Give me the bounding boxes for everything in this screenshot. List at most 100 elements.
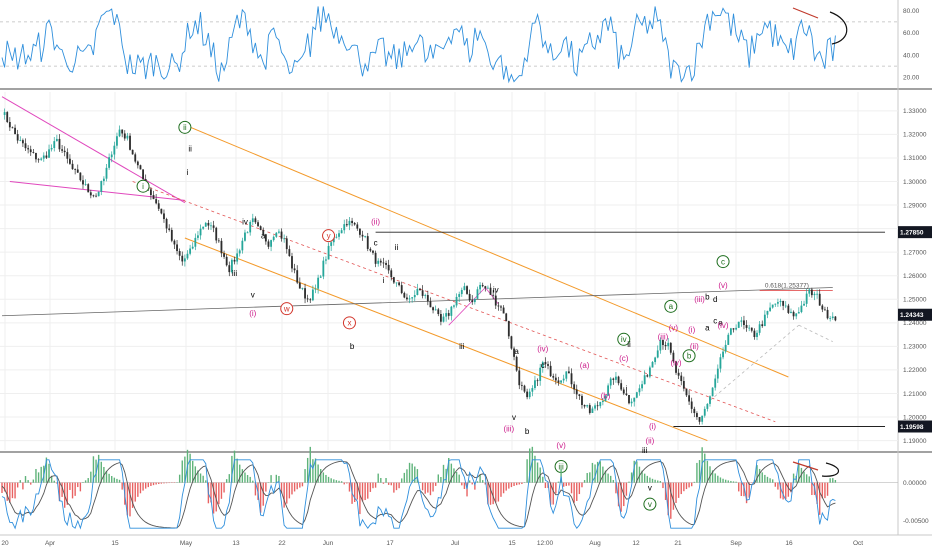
candle-body[interactable] <box>505 313 508 321</box>
candle-body[interactable] <box>575 389 578 395</box>
candle-body[interactable] <box>79 172 82 181</box>
candle-body[interactable] <box>489 287 492 295</box>
candle-body[interactable] <box>816 293 819 295</box>
candle-body[interactable] <box>421 290 424 296</box>
candle-body[interactable] <box>76 169 79 173</box>
candle-body[interactable] <box>340 230 343 234</box>
candle-body[interactable] <box>327 245 330 260</box>
candle-body[interactable] <box>157 203 160 209</box>
candle-body[interactable] <box>552 376 555 378</box>
candle-body[interactable] <box>706 403 709 409</box>
candle-body[interactable] <box>71 163 74 170</box>
candle-body[interactable] <box>236 253 239 262</box>
candle-body[interactable] <box>178 251 181 256</box>
candle-body[interactable] <box>612 378 615 380</box>
candle-body[interactable] <box>453 305 455 307</box>
candle-body[interactable] <box>149 189 152 196</box>
candle-body[interactable] <box>763 314 766 327</box>
projection-line[interactable] <box>798 324 833 343</box>
candle-body[interactable] <box>160 208 163 214</box>
candle-body[interactable] <box>267 241 270 247</box>
candle-body[interactable] <box>824 309 826 311</box>
candle-body[interactable] <box>518 370 521 386</box>
candle-body[interactable] <box>497 305 500 307</box>
candle-body[interactable] <box>696 413 698 418</box>
candle-body[interactable] <box>701 415 704 422</box>
candle-body[interactable] <box>61 149 64 151</box>
candle-body[interactable] <box>257 222 259 227</box>
candle-body[interactable] <box>199 228 202 236</box>
candle-body[interactable] <box>818 293 821 306</box>
candle-body[interactable] <box>800 305 803 313</box>
candle-body[interactable] <box>246 232 249 234</box>
candle-body[interactable] <box>753 330 756 338</box>
candle-body[interactable] <box>288 249 291 257</box>
candle-body[interactable] <box>722 351 724 358</box>
candle-body[interactable] <box>693 408 696 414</box>
candle-body[interactable] <box>306 298 309 300</box>
candle-body[interactable] <box>84 184 87 186</box>
candle-body[interactable] <box>536 380 539 382</box>
candle-body[interactable] <box>411 297 414 299</box>
candle-body[interactable] <box>513 348 515 357</box>
candle-body[interactable] <box>526 391 529 398</box>
candle-body[interactable] <box>194 237 197 247</box>
candle-body[interactable] <box>732 328 735 330</box>
candle-body[interactable] <box>761 324 764 327</box>
candle-body[interactable] <box>711 387 714 397</box>
candle-body[interactable] <box>372 250 374 253</box>
candle-body[interactable] <box>37 159 40 161</box>
candle-body[interactable] <box>782 300 785 306</box>
candle-body[interactable] <box>301 288 304 289</box>
candle-body[interactable] <box>808 289 811 294</box>
candle-body[interactable] <box>42 155 45 159</box>
candle-body[interactable] <box>625 393 628 395</box>
candle-body[interactable] <box>677 372 680 376</box>
candle-body[interactable] <box>181 255 184 262</box>
candle-body[interactable] <box>750 327 753 331</box>
channel-lower-line[interactable] <box>184 237 708 442</box>
candle-body[interactable] <box>601 401 604 403</box>
candle-body[interactable] <box>385 263 387 265</box>
candle-body[interactable] <box>716 368 719 379</box>
candle-body[interactable] <box>445 313 448 317</box>
trend-lines[interactable] <box>1 96 886 442</box>
candle-body[interactable] <box>547 364 549 366</box>
candle-body[interactable] <box>413 294 416 298</box>
candle-body[interactable] <box>183 258 186 262</box>
candle-body[interactable] <box>298 282 301 289</box>
candle-body[interactable] <box>779 300 782 303</box>
candle-body[interactable] <box>682 381 685 389</box>
candle-body[interactable] <box>737 321 740 328</box>
candle-body[interactable] <box>463 286 466 290</box>
projection-line[interactable] <box>709 324 800 401</box>
candle-body[interactable] <box>599 402 602 407</box>
candle-body[interactable] <box>429 301 432 308</box>
candle-body[interactable] <box>11 127 14 129</box>
candle-body[interactable] <box>238 250 241 254</box>
candle-body[interactable] <box>450 306 453 316</box>
candle-body[interactable] <box>771 304 774 308</box>
candle-body[interactable] <box>560 380 562 383</box>
candle-body[interactable] <box>659 340 662 351</box>
candle-body[interactable] <box>92 195 95 197</box>
candle-body[interactable] <box>743 320 745 326</box>
candle-body[interactable] <box>510 336 513 349</box>
candle-body[interactable] <box>351 220 353 224</box>
candle-body[interactable] <box>633 397 636 402</box>
candle-body[interactable] <box>63 150 66 153</box>
candle-body[interactable] <box>14 127 16 135</box>
candle-body[interactable] <box>272 236 275 241</box>
candle-body[interactable] <box>163 213 165 220</box>
candle-body[interactable] <box>675 361 677 373</box>
candle-body[interactable] <box>121 129 124 134</box>
candle-body[interactable] <box>129 135 131 150</box>
candle-body[interactable] <box>102 178 105 182</box>
candle-body[interactable] <box>447 313 450 316</box>
candle-body[interactable] <box>487 287 489 289</box>
candle-body[interactable] <box>630 401 633 404</box>
candle-body[interactable] <box>442 316 445 322</box>
candle-body[interactable] <box>3 112 6 115</box>
candle-body[interactable] <box>364 236 367 237</box>
candle-body[interactable] <box>215 227 218 241</box>
